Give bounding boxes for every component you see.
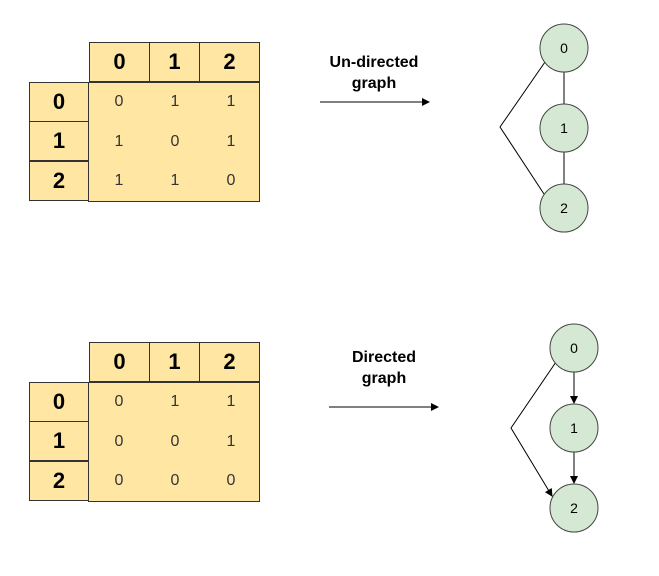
matrix-cell: 0 [226, 472, 236, 489]
matrix-cell: 0 [170, 472, 180, 489]
graph-node-1: 1 [539, 103, 589, 153]
matrix-cell: 0 [170, 433, 180, 450]
matrix-cell: 1 [170, 172, 180, 189]
matrix-cell: 0 [114, 393, 124, 410]
matrix-cell: 1 [226, 433, 236, 450]
graph-node-2: 2 [539, 183, 589, 233]
col-header-1: 1 [149, 42, 200, 82]
label-line-1: Un-directed [329, 54, 419, 71]
matrix-cell: 1 [226, 393, 236, 410]
matrix-cell: 0 [114, 472, 124, 489]
directed-edge-0-2 [510, 361, 557, 497]
svg-text:0: 0 [560, 40, 568, 56]
svg-text:2: 2 [570, 500, 578, 516]
graph-type-label-undirected: Un-directed graph [310, 52, 438, 94]
matrix-cell: 1 [226, 133, 236, 150]
matrix-cell: 1 [114, 133, 124, 150]
col-header-2: 2 [199, 42, 260, 82]
graph-node-1: 1 [549, 403, 599, 453]
svg-text:1: 1 [560, 120, 568, 136]
col-header-0: 0 [89, 342, 150, 382]
svg-text:2: 2 [560, 200, 568, 216]
col-header-0: 0 [89, 42, 150, 82]
label-line-1: Directed [351, 349, 417, 366]
graph-type-label-directed: Directed graph [320, 347, 448, 389]
matrix-cell: 0 [170, 133, 180, 150]
row-header-2: 2 [29, 461, 89, 501]
label-line-2: graph [361, 370, 407, 387]
matrix-cell: 1 [226, 93, 236, 110]
row-header-1: 1 [29, 121, 89, 161]
label-line-2: graph [351, 75, 397, 92]
svg-text:1: 1 [570, 420, 578, 436]
matrix-cell: 1 [114, 172, 124, 189]
matrix-body [88, 82, 260, 202]
matrix-cell: 1 [170, 93, 180, 110]
col-header-2: 2 [199, 342, 260, 382]
matrix-cell: 0 [226, 172, 236, 189]
matrix-cell: 0 [114, 93, 124, 110]
graph-node-2: 2 [549, 483, 599, 533]
graphs-canvas: 0 1 2 0 1 2 [320, 23, 599, 533]
graph-node-0: 0 [549, 323, 599, 373]
matrix-cell: 1 [170, 393, 180, 410]
directed-panel: 0 1 2 0 1 2 0 1 1 0 0 1 0 0 0 Directed g… [0, 300, 659, 576]
matrix-body [88, 382, 260, 502]
row-header-1: 1 [29, 421, 89, 461]
edge-0-2 [499, 61, 546, 195]
svg-text:0: 0 [570, 340, 578, 356]
graph-node-0: 0 [539, 23, 589, 73]
matrix-cell: 0 [114, 433, 124, 450]
undirected-panel: 0 1 2 0 1 2 0 1 1 1 0 1 1 1 0 Un-directe… [0, 0, 659, 276]
